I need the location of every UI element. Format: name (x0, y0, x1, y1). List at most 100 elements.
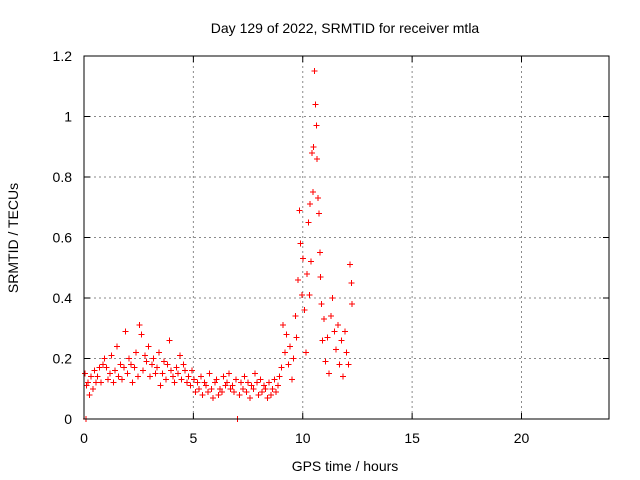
data-point (201, 379, 208, 386)
x-axis-label: GPS time / hours (292, 458, 399, 474)
data-point (273, 388, 280, 395)
data-point (210, 394, 217, 401)
data-point (103, 364, 110, 371)
y-tick-label: 0.2 (53, 351, 73, 367)
data-point (309, 189, 316, 196)
data-point (227, 385, 234, 392)
chart-title: Day 129 of 2022, SRMTID for receiver mtl… (211, 20, 480, 36)
data-point (252, 370, 259, 377)
data-point (264, 394, 271, 401)
data-point (138, 331, 145, 338)
data-point (131, 364, 138, 371)
data-point (171, 379, 178, 386)
data-point (283, 331, 290, 338)
data-point (196, 385, 203, 392)
data-point (211, 379, 218, 386)
data-point (192, 388, 199, 395)
data-point (348, 279, 355, 286)
data-point (287, 343, 294, 350)
data-point (93, 379, 100, 386)
data-point (189, 367, 196, 374)
data-point (127, 361, 134, 368)
data-point (120, 364, 127, 371)
x-tick-label: 0 (80, 430, 88, 446)
data-point (124, 370, 131, 377)
data-point (274, 382, 281, 389)
y-tick-label: 0 (64, 411, 72, 427)
data-point (88, 373, 94, 380)
data-point (302, 349, 309, 356)
data-point (253, 379, 260, 386)
data-point (257, 376, 264, 383)
data-point (105, 376, 112, 383)
x-tick-label: 5 (189, 430, 197, 446)
data-point (318, 301, 325, 308)
data-point (315, 195, 322, 202)
data-point (239, 385, 246, 392)
data-point (334, 322, 341, 329)
data-point (159, 370, 166, 377)
y-tick-label: 1 (64, 109, 72, 125)
data-point (224, 379, 231, 386)
data-point (308, 258, 315, 265)
data-point (329, 295, 336, 301)
data-point (98, 379, 105, 386)
data-point (178, 376, 185, 383)
data-point (89, 385, 96, 392)
data-point (204, 388, 211, 395)
data-point (315, 210, 322, 217)
data-point (112, 367, 119, 374)
data-point (310, 143, 317, 150)
data-point (313, 122, 320, 129)
data-point (232, 376, 239, 383)
data-point (260, 382, 267, 389)
y-tick-label: 0.4 (53, 290, 73, 306)
data-point (308, 149, 315, 156)
y-axis-label: SRMTID / TECUs (5, 183, 21, 293)
data-point (218, 388, 225, 395)
data-point (229, 382, 236, 389)
data-point (288, 376, 295, 383)
data-point (297, 240, 304, 247)
data-point (113, 343, 120, 350)
data-point (173, 364, 180, 371)
data-point (175, 370, 182, 377)
data-point (225, 370, 232, 377)
data-point (168, 367, 175, 374)
data-point (278, 364, 285, 371)
data-point (155, 349, 162, 356)
data-point (117, 361, 124, 368)
y-tick-label: 0.8 (53, 169, 73, 185)
data-point (340, 373, 346, 380)
data-point (320, 316, 327, 323)
data-point (126, 355, 133, 362)
data-point (115, 373, 122, 380)
x-tick-label: 20 (514, 430, 530, 446)
data-point (182, 367, 189, 374)
data-point (326, 370, 332, 377)
data-point (236, 391, 243, 398)
data-point (122, 328, 129, 335)
data-point (255, 391, 262, 398)
data-point (150, 355, 157, 362)
data-point (300, 255, 307, 262)
data-point (162, 376, 169, 383)
data-point (197, 373, 204, 380)
data-point (180, 361, 187, 368)
data-point (157, 382, 164, 389)
data-point (246, 394, 253, 401)
data-point (99, 361, 106, 368)
data-point (94, 373, 101, 380)
data-point (259, 388, 266, 395)
data-point (307, 201, 314, 208)
data-point (241, 373, 248, 380)
data-point (217, 385, 224, 392)
data-point (203, 382, 210, 389)
data-point (331, 328, 338, 335)
data-point (305, 219, 312, 226)
data-point (312, 101, 319, 108)
y-tick-label: 0.6 (53, 230, 73, 246)
data-point (82, 370, 89, 377)
data-point (194, 379, 201, 386)
data-point (324, 334, 331, 341)
